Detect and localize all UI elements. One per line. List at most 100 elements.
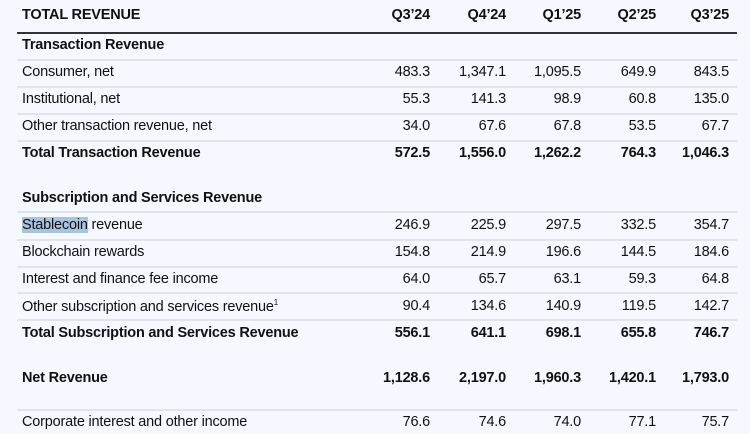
divider <box>17 59 737 61</box>
net-revenue-row: Net Revenue 1,128.6 2,197.0 1,960.3 1,42… <box>0 370 750 390</box>
cell: 354.7 <box>693 217 729 233</box>
row-label: Other transaction revenue, net <box>22 118 212 134</box>
cell: 572.5 <box>394 145 430 161</box>
cell: 332.5 <box>620 217 656 233</box>
column-header: Q3’25 <box>690 7 730 23</box>
cell: 98.9 <box>553 91 582 107</box>
cell: 225.9 <box>470 217 506 233</box>
row-label: Blockchain rewards <box>22 244 145 260</box>
selected-text[interactable]: Stablecoin <box>22 217 88 233</box>
table-row: Interest and finance fee income 64.0 65.… <box>0 271 750 291</box>
cell: 1,262.2 <box>534 145 581 161</box>
table-row: Stablecoin revenue 246.9 225.9 297.5 332… <box>0 217 750 237</box>
cell: 1,556.0 <box>459 145 506 161</box>
cell: 64.8 <box>701 271 730 287</box>
row-label: Other subscription and services revenue1 <box>22 298 278 315</box>
table-row: Corporate interest and other income 76.6… <box>0 414 750 434</box>
column-header: Q3’24 <box>391 7 431 23</box>
cell: 67.8 <box>553 118 582 134</box>
cell: 140.9 <box>545 298 581 314</box>
cell: 2,197.0 <box>459 370 506 386</box>
table-row: Blockchain rewards 154.8 214.9 196.6 144… <box>0 244 750 264</box>
divider <box>17 140 737 142</box>
cell: 843.5 <box>693 64 729 80</box>
table-row: Institutional, net 55.3 141.3 98.9 60.8 … <box>0 91 750 111</box>
cell: 649.9 <box>620 64 656 80</box>
cell: 655.8 <box>620 325 656 341</box>
row-label-text: Other subscription and services revenue <box>22 298 274 315</box>
cell: 483.3 <box>394 64 430 80</box>
total-row: Total Subscription and Services Revenue … <box>0 325 750 345</box>
table-row: Other transaction revenue, net 34.0 67.6… <box>0 118 750 138</box>
row-label: Total Subscription and Services Revenue <box>22 325 299 341</box>
footnote-marker: 1 <box>273 298 278 307</box>
cell: 75.7 <box>701 414 730 430</box>
cell: 119.5 <box>621 298 656 314</box>
row-label: Institutional, net <box>22 91 120 107</box>
cell: 641.1 <box>470 325 506 341</box>
total-row: Total Transaction Revenue 572.5 1,556.0 … <box>0 145 750 165</box>
row-label: Stablecoin revenue <box>22 217 143 233</box>
column-header: Q1’25 <box>542 7 582 23</box>
cell: 55.3 <box>402 91 431 107</box>
divider <box>17 86 737 88</box>
cell: 134.6 <box>470 298 506 314</box>
cell: 135.0 <box>693 91 729 107</box>
cell: 64.0 <box>402 271 431 287</box>
cell: 214.9 <box>470 244 506 260</box>
column-header: Q2’25 <box>617 7 657 23</box>
divider <box>17 319 737 321</box>
cell: 141.3 <box>470 91 506 107</box>
cell: 1,095.5 <box>534 64 581 80</box>
cell: 1,960.3 <box>534 370 581 386</box>
cell: 34.0 <box>402 118 431 134</box>
section-heading: Transaction Revenue <box>0 37 750 57</box>
cell: 746.7 <box>693 325 729 341</box>
divider <box>17 239 737 241</box>
cell: 1,420.1 <box>609 370 656 386</box>
cell: 74.6 <box>478 414 507 430</box>
cell: 246.9 <box>394 217 430 233</box>
cell: 196.6 <box>545 244 581 260</box>
section-heading: Subscription and Services Revenue <box>0 190 750 210</box>
table-row: Other subscription and services revenue1… <box>0 298 750 318</box>
row-label: Corporate interest and other income <box>22 414 248 430</box>
cell: 77.1 <box>628 414 657 430</box>
row-label: Net Revenue <box>22 370 108 386</box>
cell: 154.8 <box>394 244 430 260</box>
cell: 65.7 <box>478 271 507 287</box>
column-header: Q4’24 <box>467 7 507 23</box>
cell: 1,793.0 <box>682 370 729 386</box>
divider <box>17 292 737 294</box>
cell: 60.8 <box>628 91 657 107</box>
cell: 67.7 <box>701 118 730 134</box>
cell: 63.1 <box>553 271 582 287</box>
cell: 184.6 <box>693 244 729 260</box>
divider <box>17 113 737 115</box>
divider <box>17 409 737 411</box>
cell: 764.3 <box>620 145 656 161</box>
row-label: Total Transaction Revenue <box>22 145 201 161</box>
table-header: TOTAL REVENUE Q3’24 Q4’24 Q1’25 Q2’25 Q3… <box>0 7 750 27</box>
cell: 67.6 <box>478 118 507 134</box>
cell: 142.7 <box>693 298 729 314</box>
divider <box>17 266 737 268</box>
row-label: Consumer, net <box>22 64 114 80</box>
row-label: Interest and finance fee income <box>22 271 219 287</box>
cell: 74.0 <box>553 414 582 430</box>
table-title: TOTAL REVENUE <box>22 7 141 23</box>
divider <box>17 211 737 213</box>
cell: 53.5 <box>628 118 657 134</box>
row-label-rest: revenue <box>87 217 143 233</box>
table-row: Consumer, net 483.3 1,347.1 1,095.5 649.… <box>0 64 750 84</box>
cell: 1,046.3 <box>682 145 729 161</box>
section-heading-label: Subscription and Services Revenue <box>22 190 262 206</box>
section-heading-label: Transaction Revenue <box>22 37 165 53</box>
cell: 76.6 <box>402 414 431 430</box>
cell: 1,128.6 <box>383 370 430 386</box>
cell: 698.1 <box>545 325 581 341</box>
cell: 144.5 <box>620 244 656 260</box>
cell: 90.4 <box>402 298 431 314</box>
header-divider <box>17 32 737 34</box>
cell: 1,347.1 <box>459 64 506 80</box>
